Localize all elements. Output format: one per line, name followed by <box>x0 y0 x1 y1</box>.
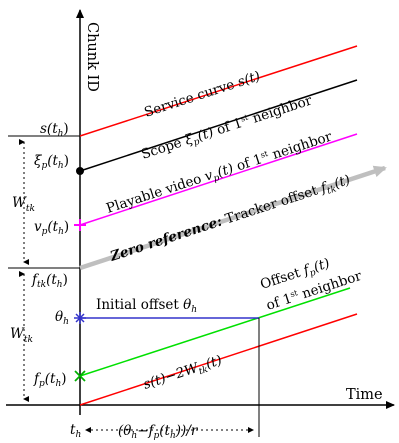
scope-start-dot <box>76 167 84 175</box>
x-axis-title: Time <box>346 387 383 403</box>
initial-offset-label: Initial offset θh <box>96 297 197 315</box>
fp-start-cross-marker <box>74 370 86 382</box>
label-xi-p: ξp(th) <box>34 153 69 171</box>
theta-asterisk-marker <box>74 312 86 324</box>
label-f-p: fp(th) <box>33 371 67 389</box>
lower-bound-curve <box>79 313 358 406</box>
time-interval-label: (θh−fp(th))/r <box>118 423 199 441</box>
tracker-offset-curve <box>79 165 387 271</box>
offset-fp-curve <box>79 287 351 377</box>
zero-reference-label: Zero reference: Tracker offset ftk(t) <box>107 172 353 267</box>
scope-curve <box>79 79 358 172</box>
lower-curve-label: s(t)−2Wtk(t) <box>141 352 224 394</box>
label-v-p: vp(th) <box>34 219 69 237</box>
label-s-th: s(th) <box>40 121 69 139</box>
label-theta-h: θh <box>55 309 69 327</box>
label-t-h: th <box>70 422 81 440</box>
playable-start-marker <box>74 219 86 231</box>
y-axis-title: Chunk ID <box>84 22 100 92</box>
label-w-tk-lower: Wtk <box>10 326 33 345</box>
label-w-tk-upper: Wtk <box>12 195 35 214</box>
label-f-tk: ftk(th) <box>31 272 68 290</box>
playable-video-curve <box>79 133 358 226</box>
service-curve <box>79 45 358 137</box>
playable-curve-label: Playable video vp(t) of 1st neighbor <box>104 128 335 218</box>
